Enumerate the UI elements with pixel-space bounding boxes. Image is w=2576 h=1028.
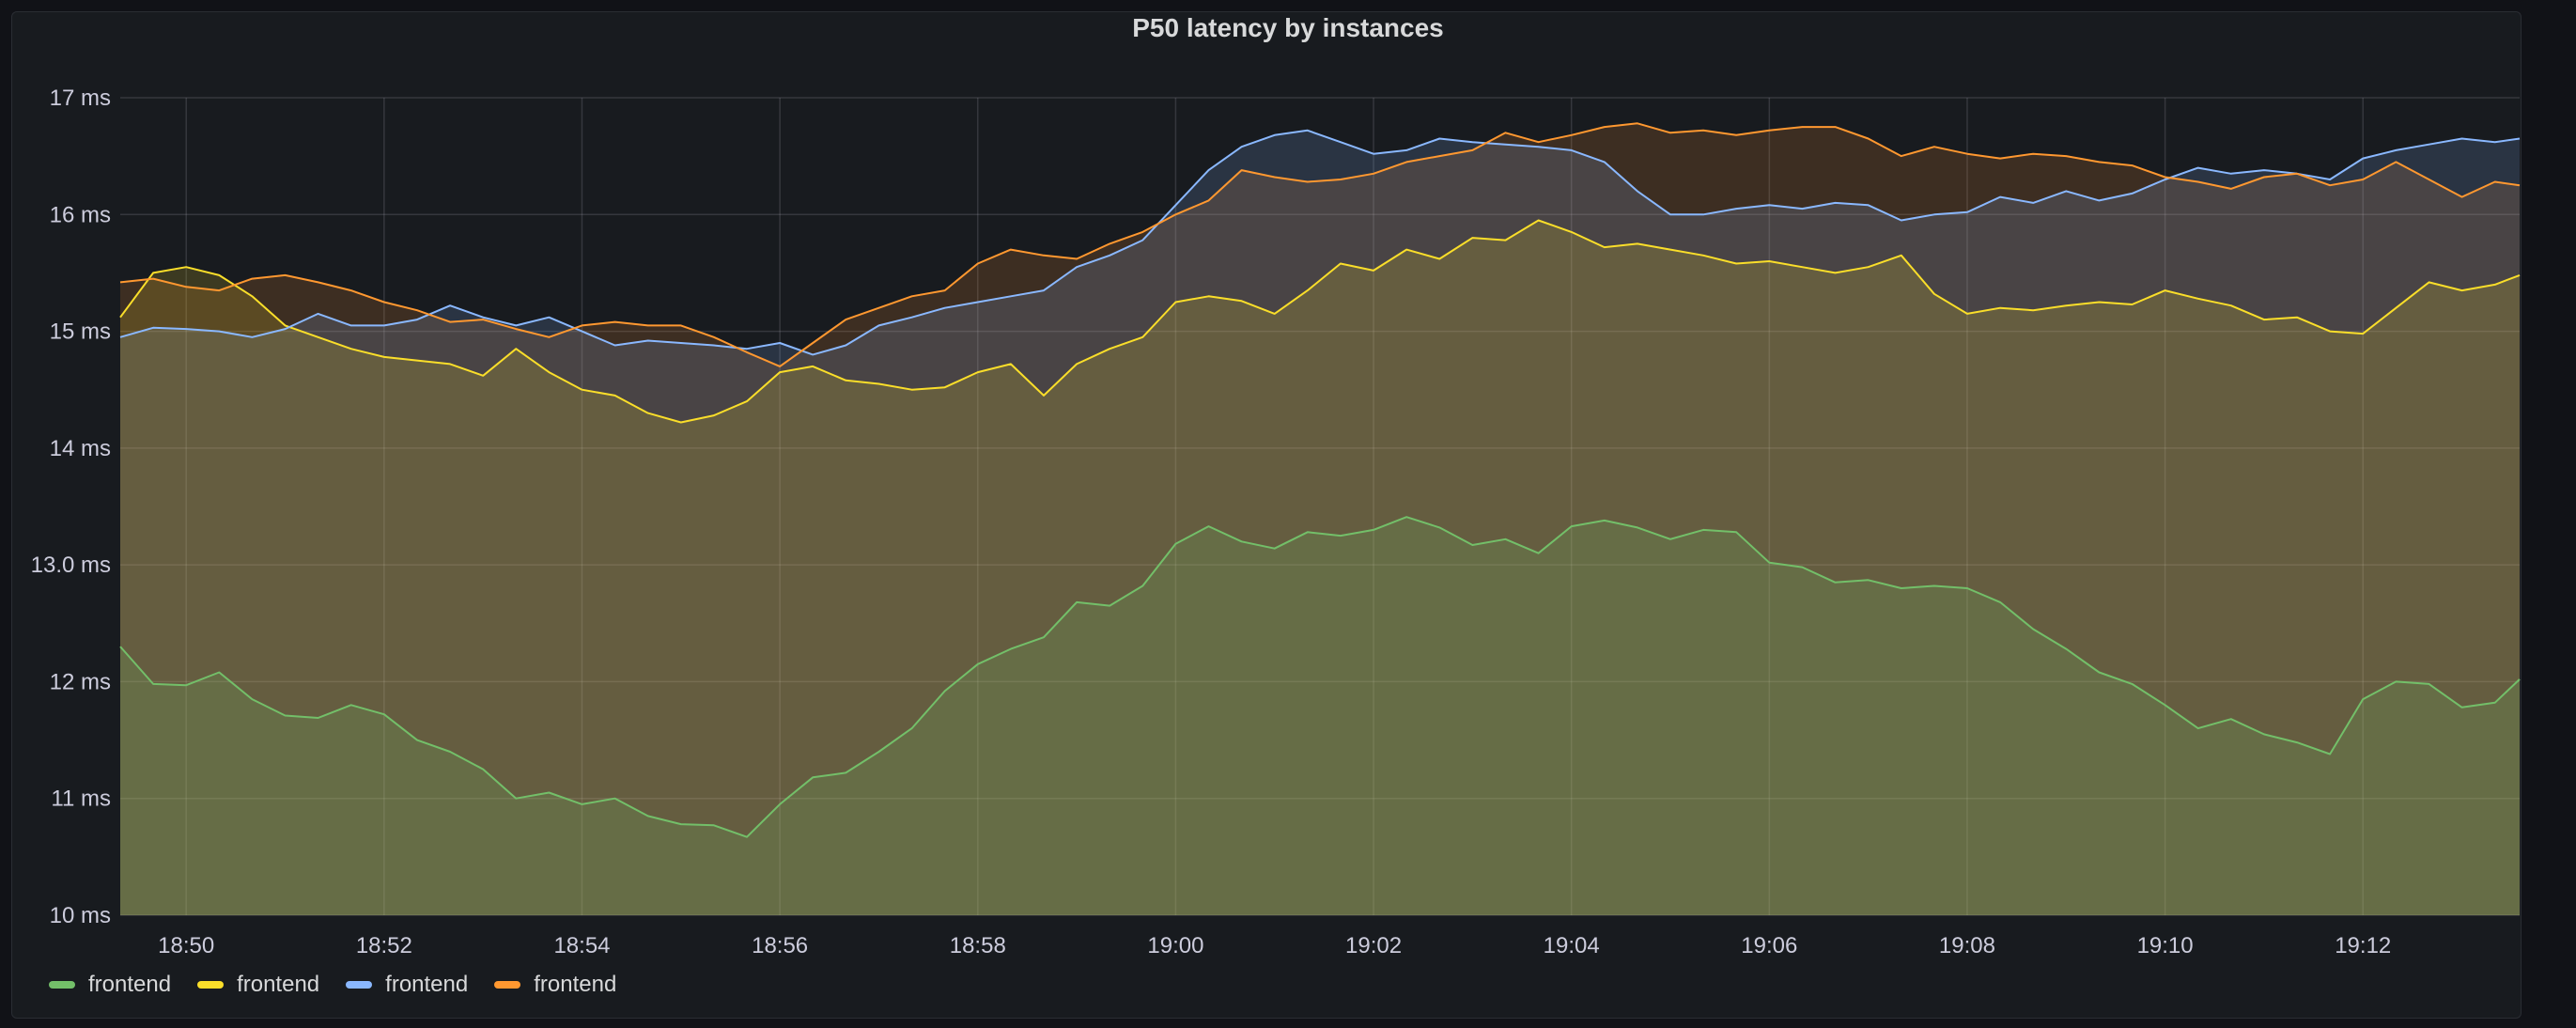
series-area-1: [120, 517, 2520, 915]
y-tick-label: 16 ms: [50, 202, 111, 227]
legend-item[interactable]: frontend: [494, 972, 616, 998]
y-axis: 10 ms 11 ms 12 ms 13.0 ms 14 ms 15 ms 16 ms 17 …: [31, 86, 111, 928]
series-areas: [120, 123, 2520, 916]
series-area-3: [120, 130, 2520, 916]
y-tick-label: 12 ms: [50, 669, 111, 694]
series-lines: [119, 122, 2521, 838]
legend-label: frontend: [534, 972, 617, 997]
x-tick-label: 18:56: [752, 933, 808, 958]
legend: frontend frontend frontend frontend: [49, 972, 643, 998]
x-tick-label: 18:58: [950, 933, 1006, 958]
x-tick-label: 19:06: [1741, 933, 1797, 958]
x-tick-label: 19:10: [2137, 933, 2194, 958]
legend-label: frontend: [88, 972, 172, 997]
y-tick-label: 17 ms: [50, 86, 111, 111]
x-tick-label: 18:52: [356, 933, 412, 958]
legend-item[interactable]: frontend: [197, 972, 319, 998]
series-line-4[interactable]: [119, 122, 2521, 367]
x-tick-label: 19:12: [2335, 933, 2391, 958]
panel-title: P50 latency by instances: [1132, 13, 1444, 42]
x-tick-label: 19:04: [1544, 933, 1600, 958]
y-tick-label: 14 ms: [50, 436, 111, 461]
series-line-1[interactable]: [119, 516, 2521, 838]
x-tick-label: 19:00: [1147, 933, 1203, 958]
series-area-2: [120, 220, 2520, 915]
x-tick-label: 18:50: [158, 933, 214, 958]
legend-swatch: [346, 981, 373, 989]
series-line-3[interactable]: [119, 129, 2521, 356]
y-tick-label: 15 ms: [50, 319, 111, 345]
legend-swatch: [494, 981, 521, 989]
legend-label: frontend: [385, 972, 469, 997]
y-tick-label: 11 ms: [51, 787, 111, 812]
grid: [120, 97, 2520, 916]
panel: [11, 11, 2522, 1019]
legend-swatch: [49, 981, 75, 989]
x-axis: 18:50 18:52 18:54 18:56 18:58 19:00 19:02 19:04…: [158, 933, 2391, 958]
x-tick-label: 18:54: [553, 933, 610, 958]
legend-item[interactable]: frontend: [346, 972, 468, 998]
series-area-4: [120, 123, 2520, 916]
y-tick-label: 13.0 ms: [31, 553, 111, 578]
legend-swatch: [197, 981, 225, 989]
legend-label: frontend: [237, 972, 320, 997]
x-tick-label: 19:08: [1939, 933, 1995, 958]
x-tick-label: 19:02: [1345, 933, 1402, 958]
legend-item[interactable]: frontend: [49, 972, 171, 998]
series-line-2[interactable]: [119, 219, 2521, 424]
y-tick-label: 10 ms: [50, 903, 111, 928]
